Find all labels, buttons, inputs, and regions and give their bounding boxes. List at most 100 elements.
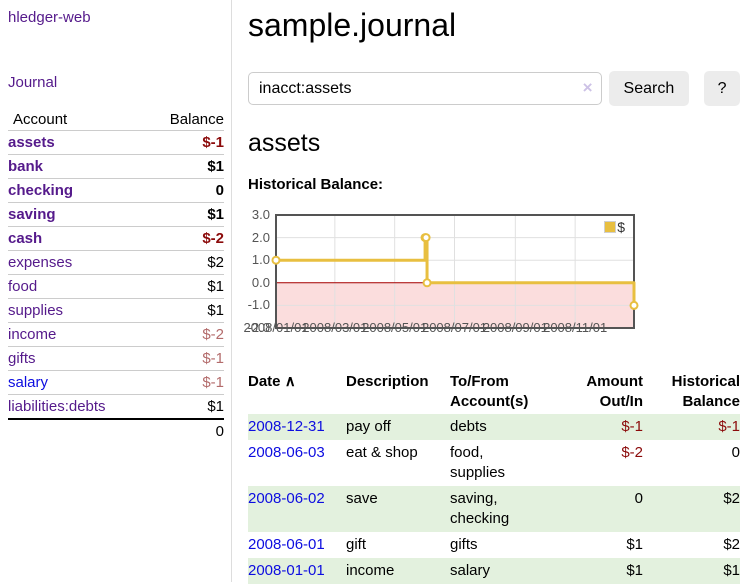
- account-balance: 0: [142, 178, 224, 203]
- account-balance: $-2: [142, 226, 224, 251]
- chart-title: Historical Balance:: [248, 176, 384, 193]
- sort-asc-icon: ∧: [284, 373, 296, 390]
- y-tick-label: 0.0: [251, 274, 270, 290]
- account-row: assets $-1: [8, 130, 224, 155]
- transaction-description: income: [346, 562, 395, 579]
- transaction-balance: $2: [723, 490, 740, 507]
- historical-balance-chart: 3.0 2.0 1.0 0.0 -1.0 -2.0 2008/01/01 2008/03/01…: [243, 206, 643, 349]
- transaction-accounts: salary: [450, 562, 491, 579]
- account-row: income $-2: [8, 322, 224, 347]
- account-balance: $2: [142, 250, 224, 275]
- search-input-wrap: ×: [248, 72, 602, 105]
- transaction-description: save: [346, 490, 378, 507]
- account-link[interactable]: expenses: [8, 254, 73, 271]
- account-link[interactable]: saving: [8, 206, 56, 223]
- transaction-date-link[interactable]: 2008-06-01: [248, 536, 325, 553]
- account-row: checking 0: [8, 178, 224, 203]
- accounts-total-row: 0: [8, 418, 224, 443]
- help-button[interactable]: ?: [704, 71, 740, 106]
- account-row: expenses $2: [8, 250, 224, 275]
- account-link[interactable]: assets: [8, 134, 55, 151]
- register-table: Date ∧ Description To/From Account(s) Am…: [248, 370, 740, 584]
- table-row: 2008-01-01 income salary $1 $1: [248, 558, 740, 584]
- sidebar-item-journal[interactable]: Journal: [8, 74, 58, 91]
- account-link[interactable]: bank: [8, 158, 44, 175]
- transaction-amount: $1: [626, 536, 643, 553]
- account-link[interactable]: supplies: [8, 302, 64, 319]
- account-balance: $1: [142, 298, 224, 323]
- transaction-date-link[interactable]: 2008-01-01: [248, 562, 325, 579]
- search-bar: × Search ?: [248, 71, 740, 106]
- accounts-total-balance: 0: [142, 418, 224, 443]
- y-tick-label: -1.0: [247, 297, 270, 313]
- transaction-date-link[interactable]: 2008-12-31: [248, 418, 325, 435]
- transaction-balance: 0: [731, 444, 740, 461]
- account-heading: assets: [248, 129, 321, 157]
- account-link[interactable]: cash: [8, 230, 43, 247]
- transaction-amount: $-1: [621, 418, 643, 435]
- transaction-description: eat & shop: [346, 444, 418, 461]
- app-brand-link[interactable]: hledger-web: [8, 9, 91, 26]
- account-balance: $1: [142, 394, 224, 419]
- account-link[interactable]: food: [8, 278, 38, 295]
- x-tick-label: 2008/01/01: [243, 320, 309, 335]
- account-row: cash $-2: [8, 226, 224, 251]
- account-balance: $-1: [142, 370, 224, 395]
- chart-legend: $: [604, 219, 625, 235]
- account-row: food $1: [8, 274, 224, 299]
- transaction-accounts: saving, checking: [450, 490, 510, 527]
- account-balance: $1: [142, 202, 224, 227]
- account-balance: $-2: [142, 322, 224, 347]
- x-tick-label: 2008/05/01: [362, 320, 428, 335]
- transaction-amount: $-2: [621, 444, 643, 461]
- account-link[interactable]: liabilities:debts: [8, 398, 106, 415]
- legend-label: $: [617, 219, 625, 235]
- y-tick-label: 1.0: [251, 252, 270, 268]
- register-header-accounts: To/From Account(s): [450, 373, 529, 410]
- transaction-date-link[interactable]: 2008-06-02: [248, 490, 325, 507]
- account-row: gifts $-1: [8, 346, 224, 371]
- account-row: bank $1: [8, 154, 224, 179]
- y-tick-label: -2.0: [247, 320, 270, 335]
- account-link[interactable]: gifts: [8, 350, 36, 367]
- x-tick-label: 2008/03/01: [302, 320, 368, 335]
- main-content: sample.journal × Search ? assets Histori…: [243, 0, 740, 584]
- account-balance: $-1: [142, 346, 224, 371]
- sidebar: hledger-web Journal Account Balance asse…: [0, 0, 232, 582]
- clear-search-icon[interactable]: ×: [582, 78, 593, 97]
- accounts-table: Account Balance assets $-1 bank $1 checking 0…: [8, 108, 224, 443]
- account-link[interactable]: salary: [8, 374, 49, 391]
- register-header-amount: Amount Out/In: [586, 373, 643, 410]
- account-link[interactable]: income: [8, 326, 57, 343]
- account-link[interactable]: checking: [8, 182, 74, 199]
- search-button[interactable]: Search: [608, 71, 690, 106]
- register-header-date[interactable]: Date ∧: [248, 373, 296, 390]
- register-header-row: Date ∧ Description To/From Account(s) Am…: [248, 370, 740, 414]
- account-row: saving $1: [8, 202, 224, 227]
- x-tick-label: 2008/09/01: [482, 320, 548, 335]
- transaction-description: gift: [346, 536, 367, 553]
- transaction-accounts: food, supplies: [450, 444, 506, 481]
- y-tick-label: 2.0: [251, 229, 270, 245]
- transaction-accounts: gifts: [450, 536, 478, 553]
- x-tick-label: 2008/07/01: [421, 320, 488, 335]
- register-header-description: Description: [346, 373, 429, 390]
- account-balance: $1: [142, 274, 224, 299]
- accounts-header-account: Account: [13, 111, 68, 128]
- transaction-balance: $1: [723, 562, 740, 579]
- search-input[interactable]: [248, 72, 602, 105]
- transaction-description: pay off: [346, 418, 391, 435]
- table-row: 2008-06-01 gift gifts $1 $2: [248, 532, 740, 558]
- account-balance: $1: [142, 154, 224, 179]
- chart-plot: [271, 214, 639, 329]
- account-balance: $-1: [142, 130, 224, 155]
- account-row: supplies $1: [8, 298, 224, 323]
- transaction-date-link[interactable]: 2008-06-03: [248, 444, 325, 461]
- transaction-balance: $-1: [718, 418, 740, 435]
- transaction-balance: $2: [723, 536, 740, 553]
- y-tick-label: 3.0: [251, 207, 270, 222]
- accounts-header-row: Account Balance: [8, 108, 224, 131]
- legend-swatch: [604, 221, 617, 233]
- transaction-amount: 0: [634, 490, 643, 507]
